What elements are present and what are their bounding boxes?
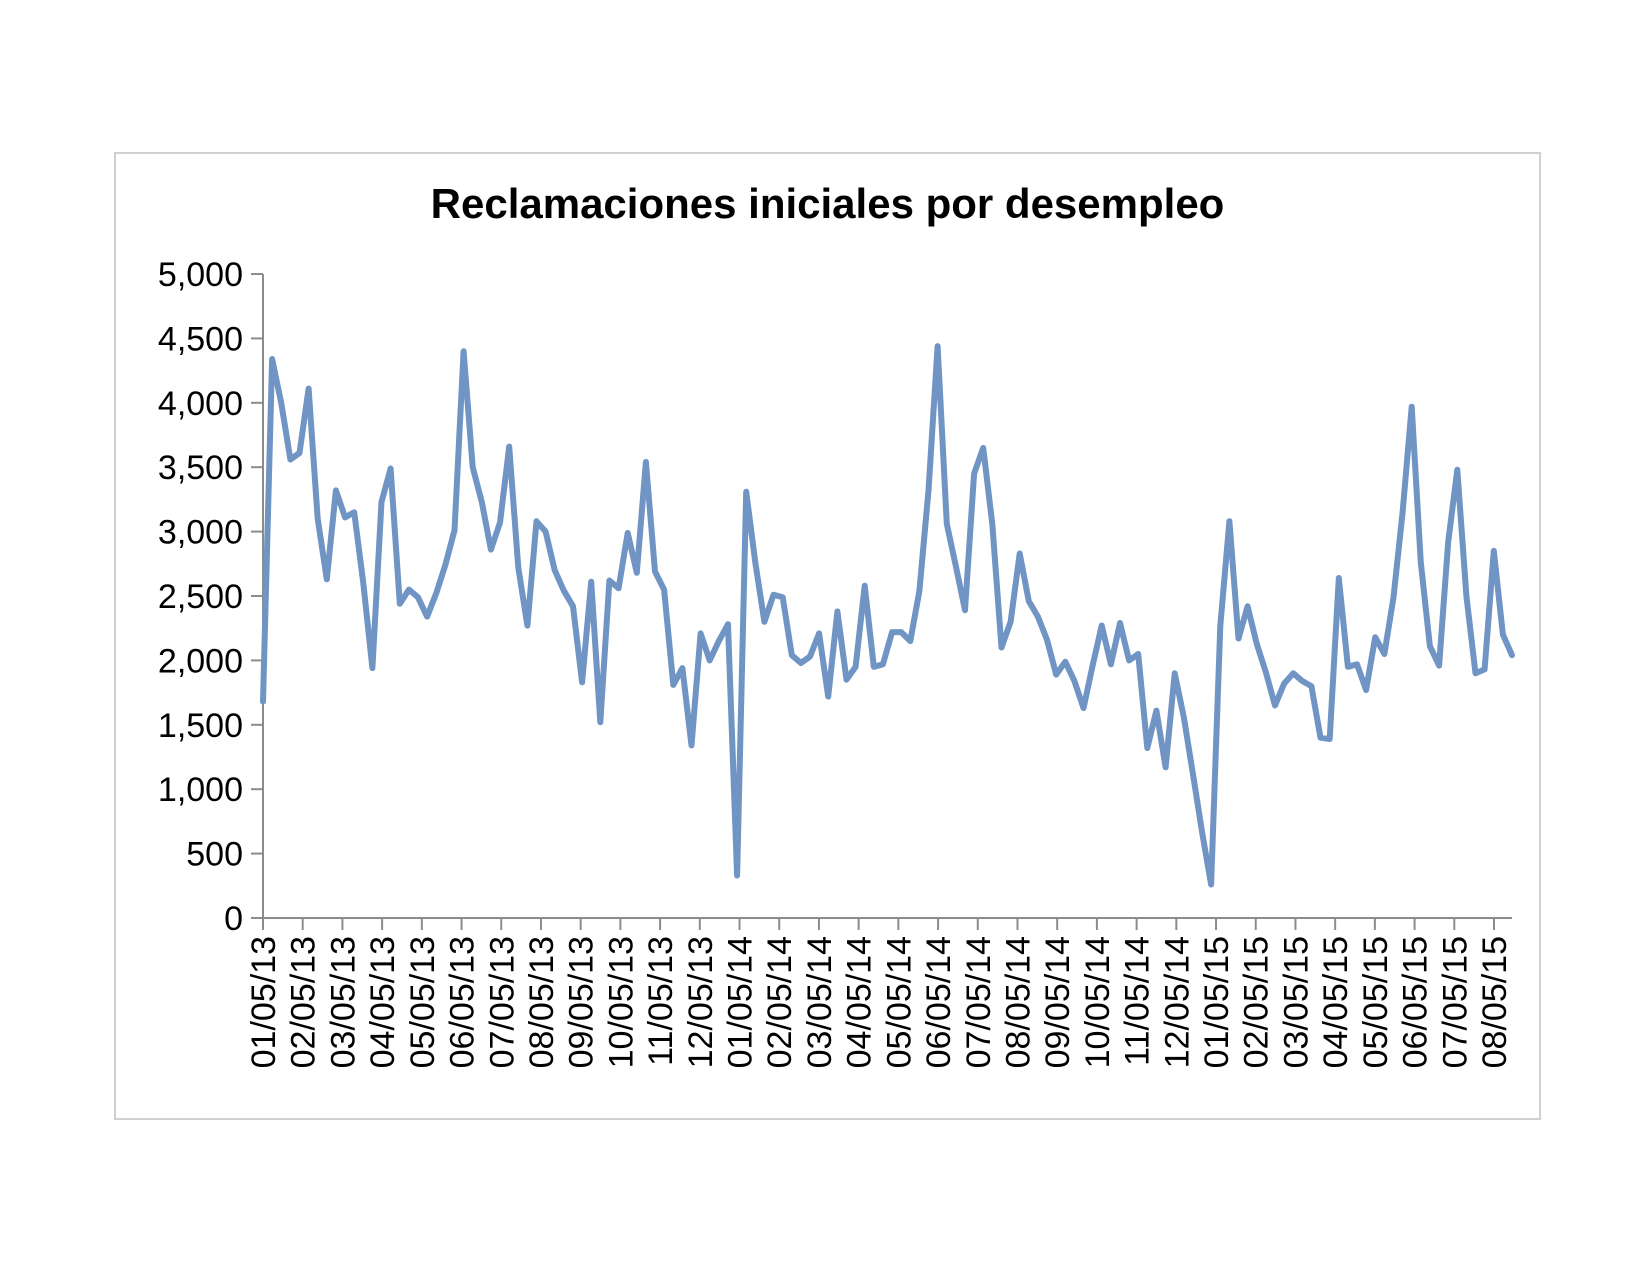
axes <box>262 274 1512 919</box>
y-tick-label: 3,000 <box>158 514 243 552</box>
series-group <box>260 343 1515 888</box>
x-tick-label: 06/05/14 <box>920 936 958 1068</box>
x-tick-label: 03/05/14 <box>801 936 839 1068</box>
x-tick-label: 02/05/13 <box>285 936 323 1068</box>
y-tick-label: 4,000 <box>158 385 243 423</box>
x-tick-label: 01/05/13 <box>245 936 283 1068</box>
x-tick-label: 06/05/15 <box>1397 936 1435 1068</box>
y-axis-ticks: 0 500 1,000 1,500 2,000 2,500 3,000 3,500 4,000 4… <box>158 256 263 938</box>
x-tick-label: 08/05/13 <box>523 936 561 1068</box>
x-tick-label: 12/05/14 <box>1158 936 1196 1068</box>
x-axis-ticks: 01/05/13 02/05/13 03/05/13 04/05/13 05/05/13… <box>245 918 1514 1068</box>
x-tick-label: 10/05/14 <box>1079 936 1117 1068</box>
x-tick-label: 07/05/15 <box>1436 936 1474 1068</box>
x-tick-label: 09/05/13 <box>563 936 601 1068</box>
x-tick-label: 04/05/15 <box>1317 936 1355 1068</box>
x-tick-label: 04/05/13 <box>364 936 402 1068</box>
y-tick-label: 1,500 <box>158 707 243 745</box>
y-tick-label: 1,000 <box>158 771 243 809</box>
x-tick-label: 05/05/15 <box>1357 936 1395 1068</box>
x-tick-label: 05/05/13 <box>404 936 442 1068</box>
x-tick-label: 06/05/13 <box>444 936 482 1068</box>
chart-area <box>114 152 1541 1120</box>
y-tick-label: 4,500 <box>158 320 243 358</box>
x-tick-label: 08/05/15 <box>1476 936 1514 1068</box>
x-tick-label: 07/05/13 <box>483 936 521 1068</box>
x-tick-label: 07/05/14 <box>960 936 998 1068</box>
chart-title: Reclamaciones iniciales por desempleo <box>430 180 1225 227</box>
y-tick-label: 2,500 <box>158 578 243 616</box>
x-tick-label: 01/05/14 <box>722 936 760 1068</box>
x-tick-label: 09/05/14 <box>1039 936 1077 1068</box>
x-tick-label: 04/05/14 <box>841 936 879 1068</box>
y-tick-label: 5,000 <box>158 256 243 294</box>
y-tick-label: 500 <box>186 836 243 874</box>
x-tick-label: 11/05/13 <box>642 936 680 1066</box>
y-tick-label: 2,000 <box>158 642 243 680</box>
x-tick-label: 03/05/15 <box>1277 936 1315 1068</box>
x-tick-label: 03/05/13 <box>324 936 362 1068</box>
y-tick-label: 3,500 <box>158 449 243 487</box>
x-tick-label: 08/05/14 <box>999 936 1037 1068</box>
x-tick-label: 11/05/14 <box>1119 936 1157 1066</box>
x-tick-label: 01/05/15 <box>1198 936 1236 1068</box>
x-tick-label: 05/05/14 <box>880 936 918 1068</box>
x-tick-label: 02/05/15 <box>1238 936 1276 1068</box>
x-tick-label: 02/05/14 <box>761 936 799 1068</box>
series-line <box>260 343 1515 888</box>
x-tick-label: 12/05/13 <box>682 936 720 1068</box>
x-tick-label: 10/05/13 <box>602 936 640 1068</box>
y-tick-label: 0 <box>224 900 243 938</box>
